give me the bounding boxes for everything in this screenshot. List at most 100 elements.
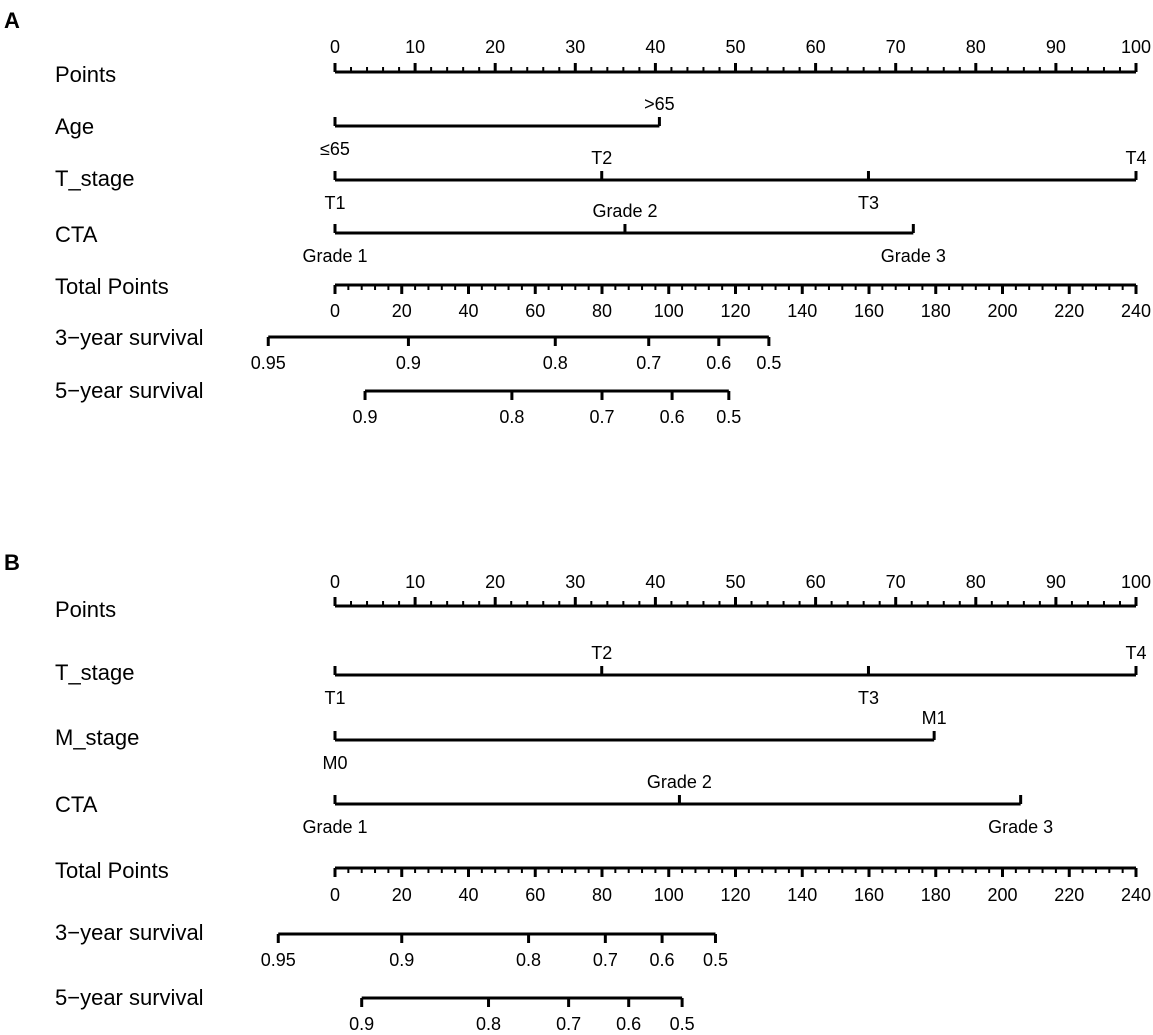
survival-tick-label: 0.9 [389,950,414,970]
variable-label: Age [55,114,94,139]
variable-level-label: Grade 2 [592,201,657,221]
variable-level-label: M0 [322,753,347,773]
total-points-tick-label: 20 [392,301,412,321]
points-tick-label: 20 [485,572,505,592]
variable-level-label: Grade 3 [988,817,1053,837]
points-tick-label: 10 [405,572,425,592]
variable-level-label: T3 [858,193,879,213]
points-label: Points [55,62,116,87]
points-tick-label: 80 [966,572,986,592]
survival-tick-label: 0.8 [543,353,568,373]
variable-label: T_stage [55,660,135,685]
survival-label: 5−year survival [55,378,204,403]
points-tick-label: 60 [806,572,826,592]
survival-tick-label: 0.95 [261,950,296,970]
total-points-tick-label: 0 [330,301,340,321]
survival-tick-label: 0.6 [706,353,731,373]
survival-tick-label: 0.8 [476,1014,501,1034]
total-points-tick-label: 140 [787,301,817,321]
total-points-tick-label: 80 [592,301,612,321]
total-points-tick-label: 240 [1121,301,1151,321]
points-tick-label: 10 [405,37,425,57]
variable-level-label: Grade 3 [881,246,946,266]
points-label: Points [55,597,116,622]
survival-tick-label: 0.7 [589,407,614,427]
survival-tick-label: 0.9 [349,1014,374,1034]
variable-level-label: T3 [858,688,879,708]
variable-level-label: T2 [591,148,612,168]
survival-tick-label: 0.5 [756,353,781,373]
points-tick-label: 50 [725,37,745,57]
variable-level-label: T4 [1125,148,1146,168]
variable-level-label: ≤65 [320,139,350,159]
variable-level-label: T1 [324,688,345,708]
points-tick-label: 100 [1121,572,1151,592]
total-points-tick-label: 120 [720,301,750,321]
total-points-tick-label: 220 [1054,885,1084,905]
points-tick-label: 50 [725,572,745,592]
survival-tick-label: 0.5 [703,950,728,970]
survival-tick-label: 0.5 [670,1014,695,1034]
total-points-label: Total Points [55,858,169,883]
variable-label: CTA [55,222,98,247]
points-tick-label: 100 [1121,37,1151,57]
total-points-tick-label: 160 [854,885,884,905]
total-points-tick-label: 140 [787,885,817,905]
variable-level-label: Grade 2 [647,772,712,792]
points-tick-label: 40 [645,572,665,592]
points-tick-label: 30 [565,572,585,592]
total-points-tick-label: 80 [592,885,612,905]
points-tick-label: 80 [966,37,986,57]
survival-tick-label: 0.7 [556,1014,581,1034]
variable-label: T_stage [55,166,135,191]
total-points-tick-label: 60 [525,885,545,905]
survival-tick-label: 0.7 [636,353,661,373]
survival-label: 5−year survival [55,985,204,1010]
total-points-tick-label: 60 [525,301,545,321]
total-points-tick-label: 120 [720,885,750,905]
total-points-tick-label: 40 [458,885,478,905]
survival-label: 3−year survival [55,325,204,350]
points-tick-label: 0 [330,572,340,592]
points-tick-label: 70 [886,37,906,57]
survival-tick-label: 0.8 [499,407,524,427]
survival-tick-label: 0.5 [716,407,741,427]
survival-tick-label: 0.9 [396,353,421,373]
survival-label: 3−year survival [55,920,204,945]
survival-tick-label: 0.95 [251,353,286,373]
total-points-tick-label: 180 [921,301,951,321]
panel-letter: A [4,8,20,33]
points-tick-label: 20 [485,37,505,57]
points-tick-label: 90 [1046,37,1066,57]
survival-tick-label: 0.6 [650,950,675,970]
total-points-tick-label: 100 [654,301,684,321]
total-points-tick-label: 40 [458,301,478,321]
points-tick-label: 90 [1046,572,1066,592]
survival-tick-label: 0.6 [660,407,685,427]
total-points-tick-label: 180 [921,885,951,905]
variable-level-label: M1 [922,708,947,728]
total-points-tick-label: 160 [854,301,884,321]
total-points-tick-label: 200 [987,301,1017,321]
variable-level-label: >65 [644,94,675,114]
survival-tick-label: 0.6 [616,1014,641,1034]
survival-tick-label: 0.7 [593,950,618,970]
points-tick-label: 40 [645,37,665,57]
variable-level-label: Grade 1 [302,246,367,266]
variable-level-label: T2 [591,643,612,663]
total-points-tick-label: 240 [1121,885,1151,905]
variable-level-label: Grade 1 [302,817,367,837]
points-tick-label: 60 [806,37,826,57]
variable-label: CTA [55,792,98,817]
panel-letter: B [4,550,20,575]
total-points-tick-label: 20 [392,885,412,905]
survival-tick-label: 0.9 [353,407,378,427]
variable-level-label: T4 [1125,643,1146,663]
total-points-tick-label: 220 [1054,301,1084,321]
points-tick-label: 0 [330,37,340,57]
total-points-label: Total Points [55,274,169,299]
survival-tick-label: 0.8 [516,950,541,970]
points-tick-label: 70 [886,572,906,592]
points-tick-label: 30 [565,37,585,57]
